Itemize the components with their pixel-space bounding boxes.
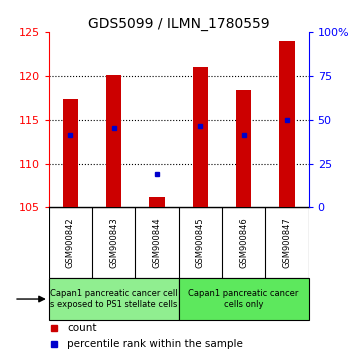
Bar — [279, 41, 295, 207]
Text: Capan1 pancreatic cancer cell
s exposed to PS1 stellate cells: Capan1 pancreatic cancer cell s exposed … — [50, 289, 178, 309]
Bar — [193, 67, 208, 207]
Bar — [49, 278, 179, 320]
Text: GSM900846: GSM900846 — [239, 217, 248, 268]
Text: GSM900845: GSM900845 — [196, 217, 205, 268]
Bar — [236, 90, 251, 207]
Text: GSM900842: GSM900842 — [66, 217, 75, 268]
Text: GSM900844: GSM900844 — [153, 217, 161, 268]
Bar — [179, 278, 309, 320]
Text: percentile rank within the sample: percentile rank within the sample — [67, 339, 243, 349]
Bar — [63, 99, 78, 207]
Text: GSM900843: GSM900843 — [109, 217, 118, 268]
Bar — [106, 75, 121, 207]
Title: GDS5099 / ILMN_1780559: GDS5099 / ILMN_1780559 — [88, 17, 270, 31]
Bar — [149, 197, 165, 207]
Text: count: count — [67, 323, 96, 333]
Text: Capan1 pancreatic cancer
cells only: Capan1 pancreatic cancer cells only — [188, 289, 299, 309]
Text: GSM900847: GSM900847 — [283, 217, 291, 268]
